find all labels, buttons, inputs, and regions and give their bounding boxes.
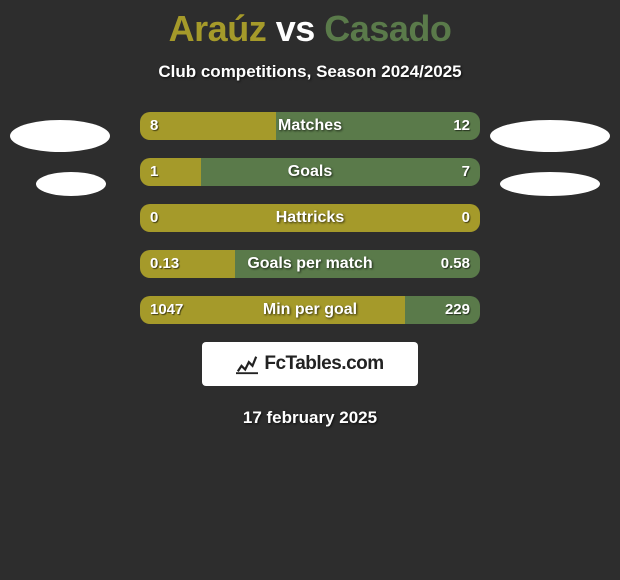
value-right: 12 xyxy=(453,112,470,140)
player2-name: Casado xyxy=(324,8,451,49)
subtitle: Club competitions, Season 2024/2025 xyxy=(0,62,620,82)
value-right: 7 xyxy=(462,158,470,186)
logo-box: FcTables.com xyxy=(202,342,418,386)
stat-row: Min per goal1047 229 xyxy=(0,296,620,324)
value-right: 0 xyxy=(462,204,470,232)
logo-text: FcTables.com xyxy=(264,353,383,375)
stat-row: Hattricks0 0 xyxy=(0,204,620,232)
player1-name: Araúz xyxy=(169,8,267,49)
metric-label: Hattricks xyxy=(140,204,480,232)
value-left: 1 xyxy=(150,158,158,186)
stat-row: Goals per match0.13 0.58 xyxy=(0,250,620,278)
vs-text: vs xyxy=(276,8,315,49)
metric-label: Goals xyxy=(140,158,480,186)
decorative-oval xyxy=(490,120,610,152)
value-left: 0.13 xyxy=(150,250,179,278)
metric-label: Goals per match xyxy=(140,250,480,278)
value-right: 229 xyxy=(445,296,470,324)
page-title: Araúz vs Casado xyxy=(0,0,620,50)
chart-icon xyxy=(236,353,258,375)
decorative-oval xyxy=(10,120,110,152)
value-left: 8 xyxy=(150,112,158,140)
decorative-oval xyxy=(500,172,600,196)
value-left: 1047 xyxy=(150,296,183,324)
decorative-oval xyxy=(36,172,106,196)
metric-label: Min per goal xyxy=(140,296,480,324)
date-label: 17 february 2025 xyxy=(0,408,620,428)
value-left: 0 xyxy=(150,204,158,232)
value-right: 0.58 xyxy=(441,250,470,278)
metric-label: Matches xyxy=(140,112,480,140)
